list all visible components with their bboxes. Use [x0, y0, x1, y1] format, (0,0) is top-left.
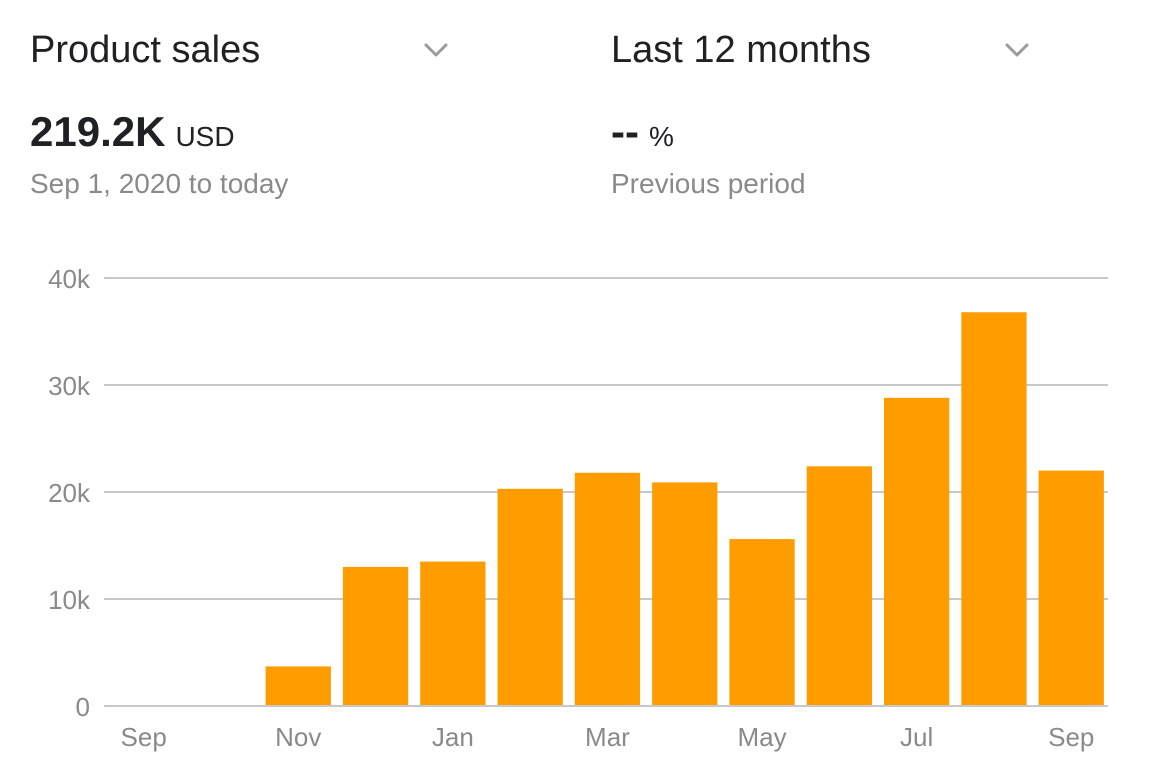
bar-may-8 [729, 539, 795, 706]
y-tick-label: 0 [76, 692, 90, 722]
bar-mar-6 [574, 472, 641, 706]
y-tick-label: 20k [48, 478, 91, 508]
bar-jul-10 [884, 397, 950, 706]
y-tick-label: 30k [48, 371, 91, 401]
bar-apr-7 [652, 482, 718, 706]
x-tick-label: Sep [1048, 722, 1094, 752]
bar-nov-2 [265, 666, 331, 706]
bar-jun-9 [806, 466, 872, 706]
total-sales-stat: 219.2K USD Sep 1, 2020 to today [30, 108, 288, 200]
bar-aug-11 [961, 312, 1027, 706]
total-sales-unit: USD [175, 121, 235, 152]
date-range-caption: Sep 1, 2020 to today [30, 168, 289, 199]
previous-period-caption: Previous period [611, 168, 806, 199]
bar-jan-4 [420, 561, 486, 706]
bar-sep-12 [1038, 470, 1104, 706]
x-tick-label: Mar [585, 722, 630, 752]
x-tick-label: Sep [121, 722, 167, 752]
chevron-down-icon [1005, 43, 1029, 57]
previous-period-stat: -- % Previous period [611, 108, 806, 200]
x-tick-label: Jul [900, 722, 933, 752]
y-tick-label: 40k [48, 264, 91, 294]
x-tick-label: Jan [432, 722, 474, 752]
y-tick-label: 10k [48, 585, 91, 615]
x-tick-label: Nov [275, 722, 321, 752]
period-dropdown[interactable]: Last 12 months [611, 22, 1031, 78]
bar-dec-3 [342, 566, 409, 706]
period-dropdown-label: Last 12 months [611, 28, 871, 71]
bar-feb-5 [497, 488, 563, 706]
change-unit: % [648, 121, 674, 152]
metric-dropdown-label: Product sales [30, 28, 261, 71]
chevron-down-icon [424, 43, 448, 57]
change-value: -- [611, 108, 639, 155]
metric-dropdown[interactable]: Product sales [30, 22, 450, 78]
x-tick-label: May [737, 722, 786, 752]
total-sales-value: 219.2K [30, 108, 166, 155]
